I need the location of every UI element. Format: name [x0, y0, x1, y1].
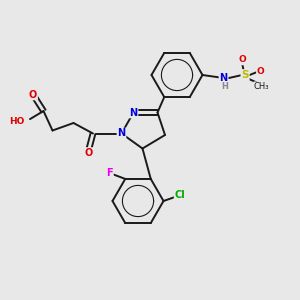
Text: Cl: Cl: [175, 190, 185, 200]
Text: O: O: [257, 68, 265, 76]
Text: N: N: [219, 73, 228, 83]
Text: O: O: [84, 148, 93, 158]
Text: N: N: [117, 128, 126, 139]
Text: O: O: [29, 89, 37, 100]
Text: H: H: [222, 82, 228, 91]
Text: S: S: [241, 70, 249, 80]
Text: N: N: [129, 107, 138, 118]
Text: HO: HO: [10, 117, 25, 126]
Text: O: O: [238, 56, 246, 64]
Text: F: F: [106, 168, 113, 178]
Text: CH₃: CH₃: [254, 82, 269, 91]
